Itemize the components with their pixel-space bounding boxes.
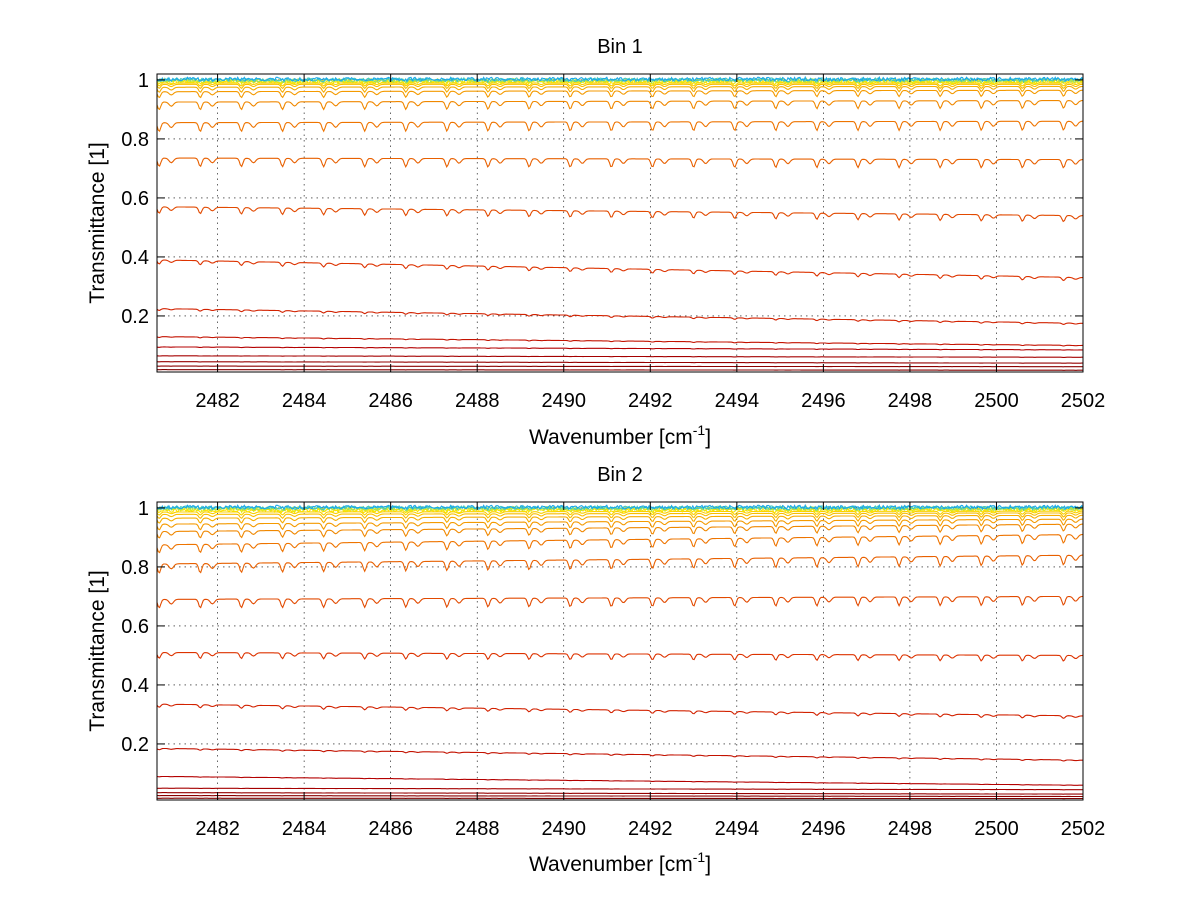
x-axis-label: Wavenumber [cm-1]: [529, 849, 711, 876]
series-line: [156, 503, 1084, 511]
series-line: [156, 361, 1083, 364]
chart-title: Bin 1: [597, 36, 643, 58]
series-line: [156, 533, 1084, 554]
y-tick-label: 0.4: [121, 675, 149, 697]
y-tick-label: 1: [138, 70, 149, 92]
x-tick-label: 2484: [282, 390, 327, 412]
series-line: [156, 365, 1083, 368]
series-line: [156, 651, 1084, 662]
series-line: [156, 703, 1083, 719]
x-tick-label: 2482: [195, 818, 240, 840]
series-line: [157, 787, 1083, 791]
x-tick-label: 2502: [1061, 818, 1106, 840]
series-line: [156, 83, 1084, 90]
series-line: [157, 795, 1083, 798]
y-tick-label: 0.4: [121, 247, 149, 269]
y-tick-label: 0.8: [121, 129, 149, 151]
series-line: [156, 76, 1084, 84]
chart-panel-bin-2: Bin 2 2482 2484 2486 2488 2490 2492 2494 2496 24…: [86, 464, 1105, 876]
series-line: [156, 89, 1084, 99]
y-tick-labels: 0.2 0.4 0.6 0.8 1: [121, 498, 149, 756]
series-line: [156, 523, 1084, 539]
series-line: [156, 82, 1083, 87]
x-tick-labels: 2482 2484 2486 2488 2490 2492 2494 2496 2498 2500…: [195, 390, 1105, 412]
x-tick-label: 2482: [195, 390, 240, 412]
series-line: [156, 554, 1084, 574]
x-tick-label: 2492: [628, 390, 673, 412]
y-tick-label: 1: [138, 498, 149, 520]
series-line: [156, 157, 1084, 169]
series-line: [157, 369, 1083, 371]
series-line: [156, 514, 1083, 524]
series-line: [156, 259, 1083, 282]
x-tick-label: 2498: [888, 390, 933, 412]
series-line: [156, 75, 1084, 83]
x-tick-label: 2494: [715, 390, 760, 412]
y-axis-label: Transmittance [1]: [86, 570, 109, 731]
chart-panel-bin-1: Bin 1 2482 2484 2486 2488 2490 2492 2494 2496 24…: [86, 36, 1105, 449]
series-line: [156, 206, 1084, 223]
x-tick-label: 2490: [541, 390, 586, 412]
x-tick-label: 2498: [888, 818, 933, 840]
series-line: [156, 120, 1084, 133]
y-tick-label: 0.2: [121, 306, 149, 328]
series-line: [156, 510, 1083, 516]
x-tick-label: 2502: [1061, 390, 1106, 412]
series-line: [156, 518, 1084, 531]
plot-frame: [156, 501, 1084, 801]
x-tick-labels: 2482 2484 2486 2488 2490 2492 2494 2496 2498 2500…: [195, 818, 1105, 840]
series-group: [156, 503, 1084, 800]
y-tick-label: 0.6: [121, 188, 149, 210]
series-line: [156, 355, 1083, 358]
y-tick-labels: 0.2 0.4 0.6 0.8 1: [121, 70, 149, 328]
series-line: [156, 85, 1084, 94]
series-line: [156, 346, 1083, 351]
x-tick-label: 2484: [282, 818, 327, 840]
x-tick-label: 2496: [801, 818, 846, 840]
y-axis-label: Transmittance [1]: [86, 142, 109, 303]
x-tick-label: 2494: [715, 818, 760, 840]
x-tick-label: 2488: [455, 818, 500, 840]
series-line: [156, 504, 1084, 512]
x-tick-label: 2496: [801, 390, 846, 412]
chart-title: Bin 2: [597, 464, 643, 486]
x-axis-label: Wavenumber [cm-1]: [529, 422, 711, 449]
x-tick-label: 2486: [368, 390, 413, 412]
series-group: [156, 75, 1084, 371]
series-line: [156, 512, 1084, 519]
series-line: [156, 336, 1083, 347]
series-line: [156, 775, 1083, 786]
series-line: [156, 747, 1083, 762]
x-tick-label: 2500: [974, 390, 1019, 412]
x-tick-label: 2488: [455, 390, 500, 412]
x-tick-label: 2490: [541, 818, 586, 840]
x-tick-label: 2500: [974, 818, 1019, 840]
tick-marks: [157, 502, 1084, 800]
tick-marks: [157, 74, 1084, 372]
x-tick-label: 2486: [368, 818, 413, 840]
series-line: [156, 595, 1084, 609]
y-tick-label: 0.8: [121, 557, 149, 579]
series-line: [156, 308, 1083, 325]
series-line: [157, 792, 1083, 795]
y-tick-label: 0.6: [121, 616, 149, 638]
plot-frame: [156, 73, 1084, 373]
series-line: [156, 100, 1083, 111]
y-tick-label: 0.2: [121, 734, 149, 756]
x-tick-label: 2492: [628, 818, 673, 840]
